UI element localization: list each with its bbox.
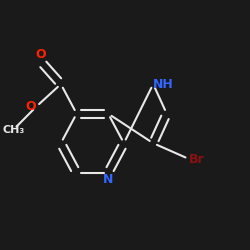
Text: Br: Br (189, 152, 205, 166)
Text: CH₃: CH₃ (2, 124, 25, 134)
Text: NH: NH (153, 78, 174, 90)
Text: N: N (103, 173, 113, 186)
Text: O: O (35, 48, 46, 61)
Text: O: O (26, 100, 36, 113)
